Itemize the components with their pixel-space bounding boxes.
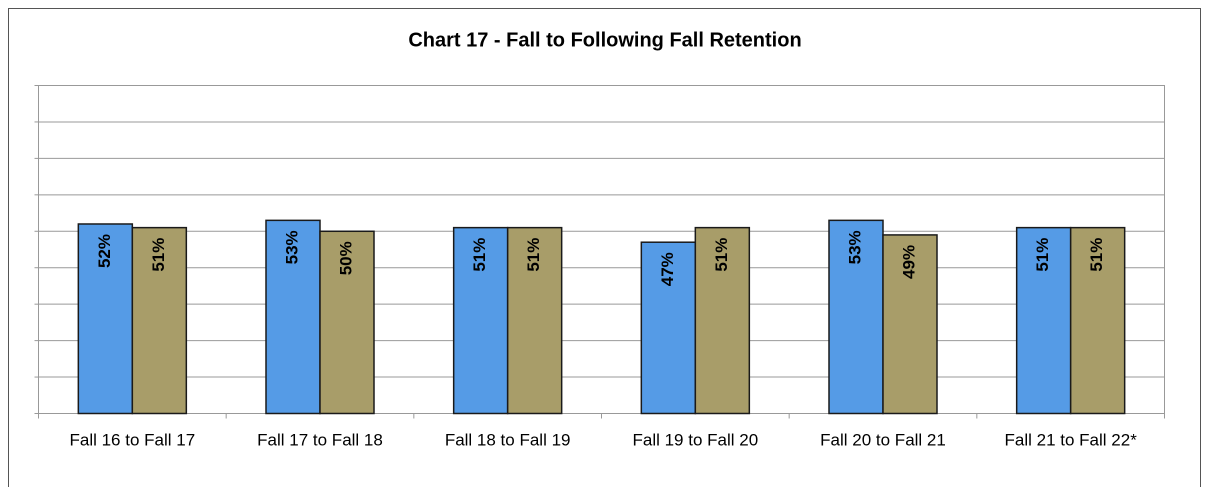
bar <box>131 226 188 415</box>
value-label: 51% <box>524 238 543 272</box>
value-label: 52% <box>95 234 114 268</box>
value-label: 51% <box>470 238 489 272</box>
value-label: 51% <box>149 238 168 272</box>
bar <box>694 226 751 415</box>
bar <box>1015 226 1072 415</box>
bar <box>640 241 697 415</box>
x-tick-label: Fall 19 to Fall 20 <box>632 430 758 449</box>
x-tick-label: Fall 20 to Fall 21 <box>820 430 946 449</box>
bar <box>319 230 375 415</box>
x-tick-label: Fall 18 to Fall 19 <box>445 430 571 449</box>
value-label: 51% <box>1033 238 1052 272</box>
x-tick-label: Fall 17 to Fall 18 <box>257 430 383 449</box>
x-tick-label: Fall 16 to Fall 17 <box>69 430 195 449</box>
value-label: 47% <box>658 252 677 286</box>
bar <box>506 226 563 415</box>
bar <box>265 219 321 415</box>
value-label: 49% <box>899 245 918 279</box>
value-label: 51% <box>712 238 731 272</box>
value-label: 53% <box>282 230 301 264</box>
bar <box>882 234 938 415</box>
bar <box>452 226 509 415</box>
chart-title: Chart 17 - Fall to Following Fall Retent… <box>408 29 801 51</box>
x-tick-label: Fall 21 to Fall 22* <box>1005 430 1138 449</box>
bar <box>77 223 134 415</box>
value-label: 51% <box>1087 238 1106 272</box>
plot-area <box>38 85 1165 414</box>
bar <box>828 219 884 415</box>
bar <box>1069 226 1126 415</box>
value-label: 50% <box>336 241 355 275</box>
value-label: 53% <box>845 230 864 264</box>
